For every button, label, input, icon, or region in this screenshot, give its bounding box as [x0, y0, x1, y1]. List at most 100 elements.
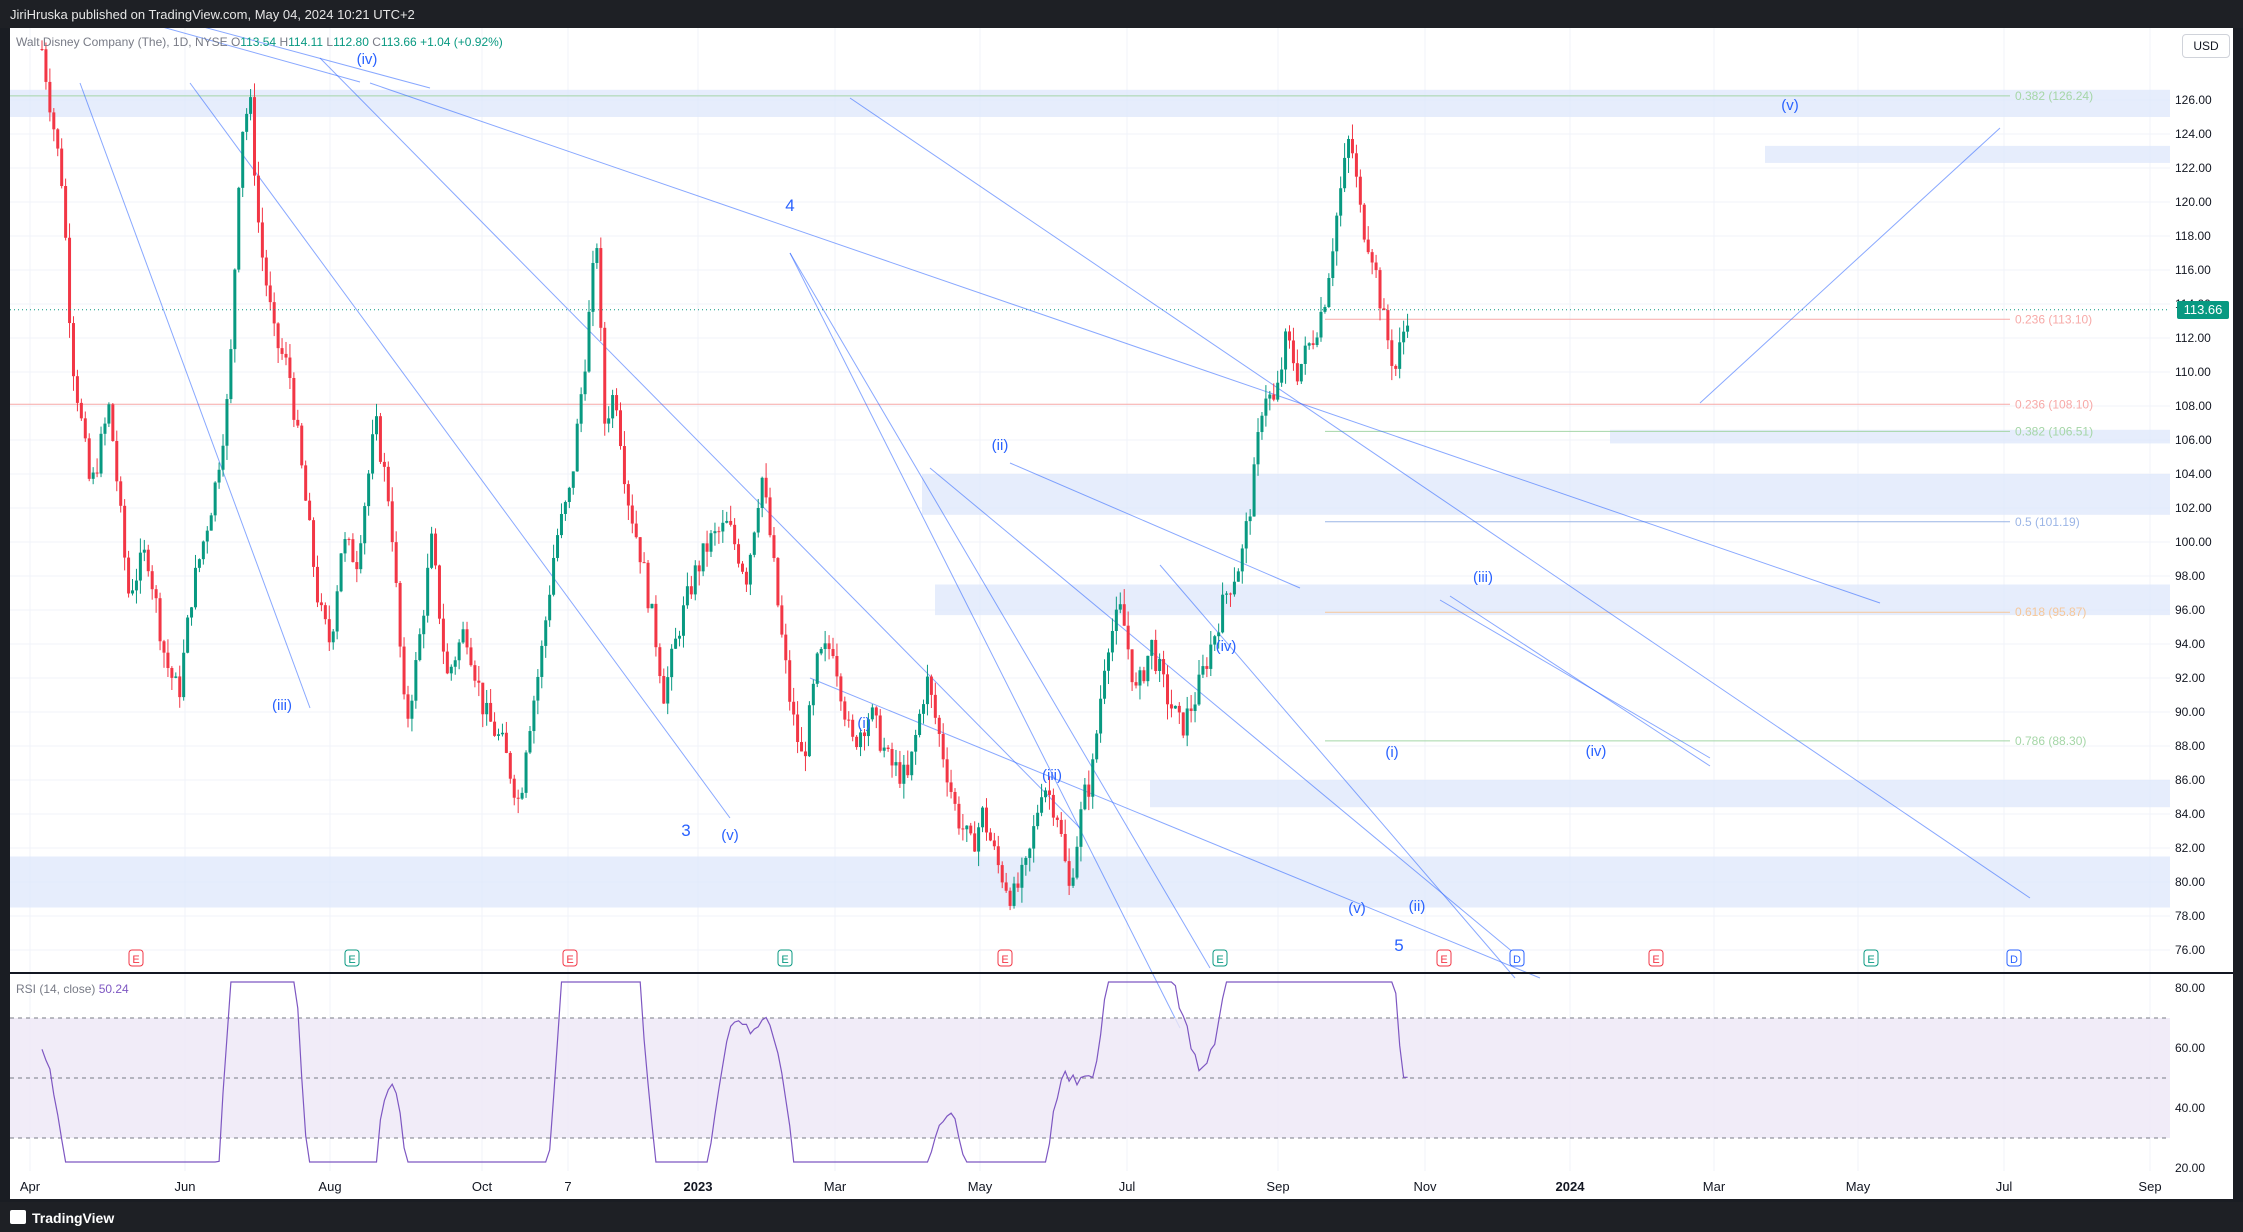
trend-line [789, 252, 1211, 969]
candle-body [780, 605, 784, 635]
candle-body [1154, 639, 1158, 671]
candle-body [441, 618, 445, 652]
candle-body [768, 497, 772, 536]
candle-body [335, 591, 339, 632]
candle-body [256, 175, 260, 223]
candle-body [571, 471, 575, 488]
candle-body [107, 404, 111, 424]
candle-body [953, 791, 957, 804]
candle-body [1350, 138, 1354, 154]
candle-body [91, 472, 95, 479]
fib-level-label: 0.382 (106.51) [2015, 424, 2093, 438]
candle-body [1067, 861, 1071, 886]
time-axis-label: Apr [20, 1179, 41, 1194]
candle-body [371, 434, 375, 474]
candle-body [426, 567, 430, 616]
earnings-marker-label: E [1001, 954, 1008, 966]
candle-body [1323, 307, 1327, 312]
candle-body [1335, 215, 1339, 252]
candle-body [493, 721, 497, 736]
candle-body [241, 131, 245, 188]
candle-body [390, 501, 394, 543]
trend-line [319, 57, 1081, 829]
publisher-bar: JiriHruska published on TradingView.com,… [0, 0, 2243, 28]
candle-body [611, 395, 615, 419]
earnings-marker [128, 949, 144, 967]
candle-body [1221, 594, 1225, 633]
candle-body [874, 707, 878, 716]
candle-body [355, 562, 359, 570]
candle-body [288, 357, 292, 378]
candle-body [670, 648, 674, 678]
candle-body [79, 402, 83, 419]
time-axis-label: May [1846, 1179, 1871, 1194]
candle-body [929, 676, 933, 695]
candle-body [744, 571, 748, 585]
candle-body [674, 638, 678, 649]
candle-body [1362, 204, 1366, 240]
earnings-marker [2006, 949, 2022, 967]
candle-body [642, 562, 646, 564]
candle-body [1398, 342, 1402, 369]
time-axis-label: Mar [1703, 1179, 1726, 1194]
candle-body [1370, 252, 1374, 263]
candle-body [599, 248, 603, 328]
candle-body [1276, 382, 1280, 400]
candle-body [925, 676, 929, 705]
candle-body [40, 49, 44, 50]
fib-level-label: 0.5 (101.19) [2015, 515, 2080, 529]
candle-body [1004, 882, 1008, 891]
candle-body [1181, 712, 1185, 736]
candle-body [154, 589, 158, 599]
candle-body [1122, 604, 1126, 626]
candle-body [784, 634, 788, 661]
wave-label: (ii) [992, 437, 1009, 454]
candle-body [1248, 516, 1252, 522]
candle-body [158, 598, 162, 642]
candle-body [229, 349, 233, 400]
candle-body [1071, 877, 1075, 886]
candle-body [583, 371, 587, 395]
chart-canvas[interactable]: 0.382 (126.24) 0.236 (113.10) 0.236 (108.1… [10, 28, 2233, 1199]
time-axis-label: Aug [318, 1179, 341, 1194]
support-zone [935, 584, 2170, 616]
candle-body [992, 840, 996, 847]
candle-body [563, 502, 567, 514]
candle-body [552, 557, 556, 595]
candle-body [1315, 337, 1319, 345]
candle-body [1213, 636, 1217, 645]
candle-body [681, 605, 685, 636]
candle-body [473, 665, 477, 681]
candle-body [717, 531, 721, 533]
candle-body [213, 482, 217, 516]
candle-body [1382, 308, 1386, 311]
price-axis-label: 82.00 [2175, 841, 2205, 855]
candle-body [375, 416, 379, 435]
candle-body [933, 694, 937, 718]
candle-body [1347, 138, 1351, 158]
candle-body [131, 590, 135, 594]
chart-svg[interactable]: 0.382 (126.24) 0.236 (113.10) 0.236 (108.1… [10, 28, 2233, 1199]
candle-body [245, 113, 249, 132]
candle-body [1303, 345, 1307, 364]
candle-body [394, 542, 398, 583]
candle-body [1000, 865, 1004, 883]
candle-body [1008, 890, 1012, 906]
support-zone [10, 856, 2170, 908]
price-axis-label: 104.00 [2175, 467, 2212, 481]
candle-body [1103, 670, 1107, 699]
candle-body [1268, 394, 1272, 399]
candle-body [1299, 363, 1303, 382]
candle-body [922, 704, 926, 714]
earnings-marker-label: E [1867, 954, 1874, 966]
earnings-marker-label: E [1652, 954, 1659, 966]
candle-body [308, 500, 312, 521]
candle-body [957, 803, 961, 829]
currency-button[interactable]: USD [2182, 34, 2230, 58]
candle-body [839, 676, 843, 702]
candle-body [119, 481, 123, 506]
candle-body [693, 565, 697, 595]
candle-body [1217, 632, 1221, 637]
candle-body [1040, 797, 1044, 813]
candle-body [524, 752, 528, 793]
